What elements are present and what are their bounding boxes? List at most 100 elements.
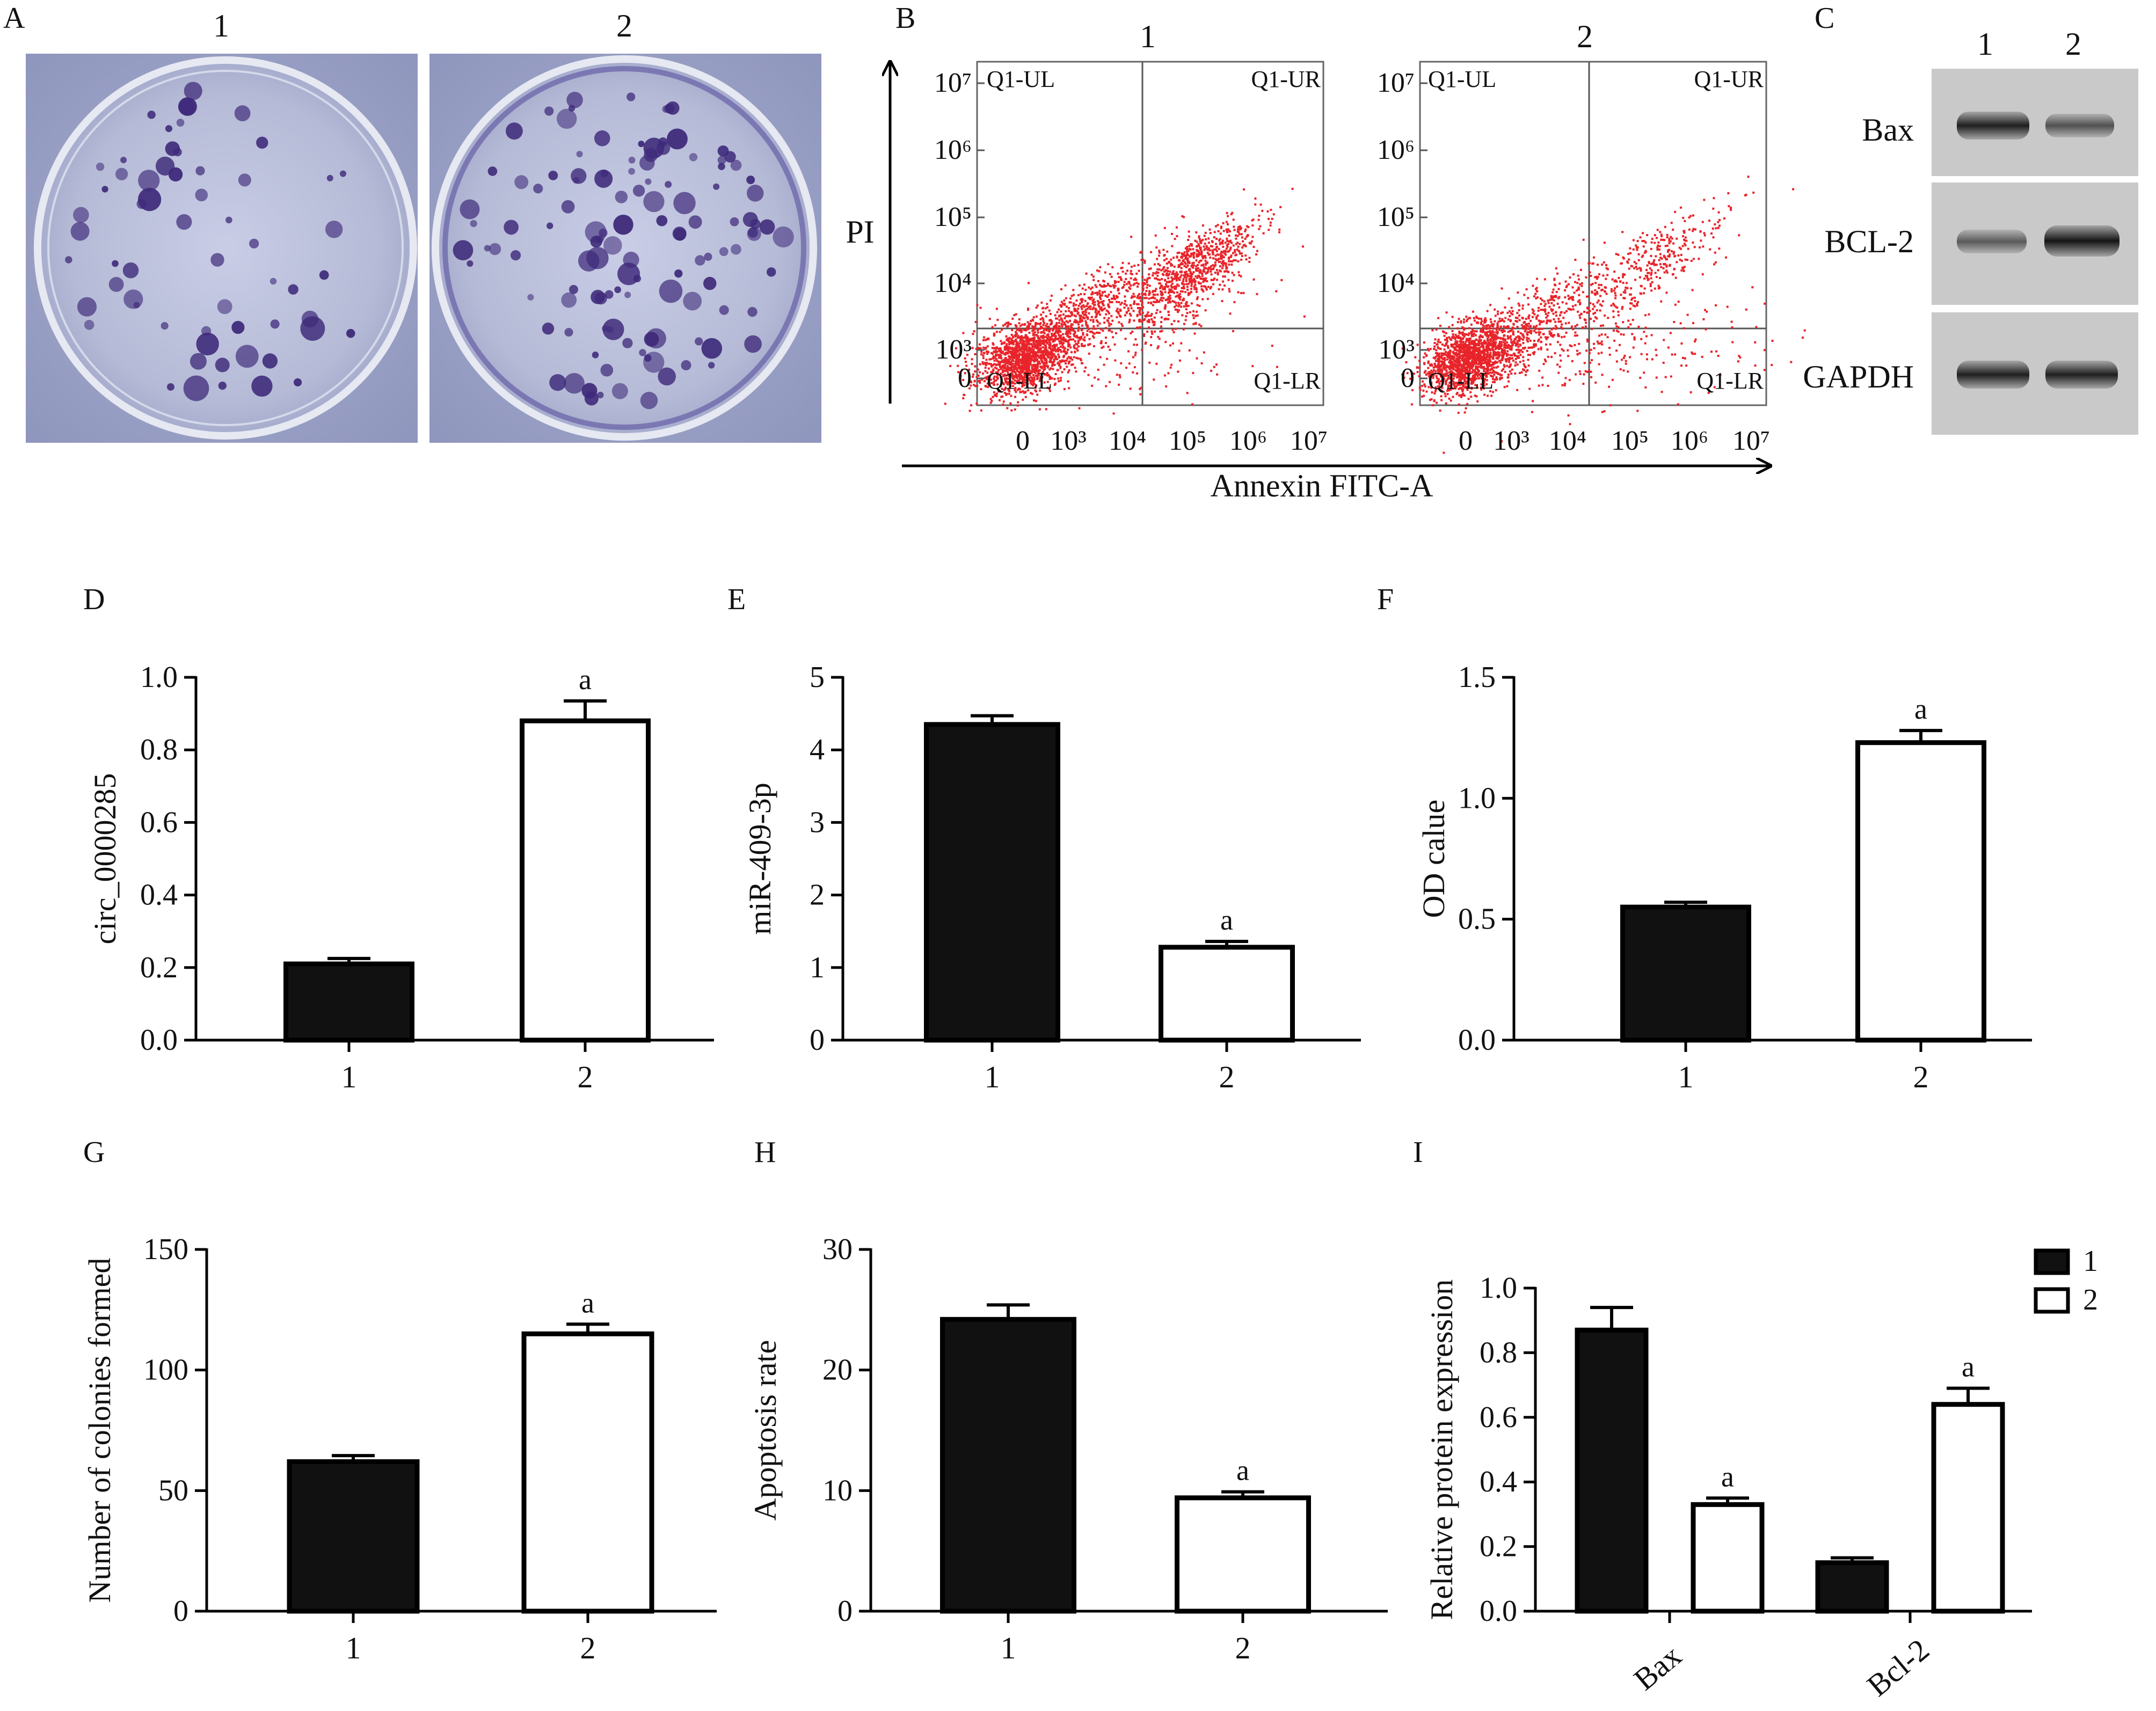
y-tick-label: 0.2 <box>140 951 178 984</box>
y-tick-label: 0.0 <box>1480 1595 1517 1628</box>
x-tick-label: 2 <box>578 1059 593 1094</box>
y-tick-label: 1.0 <box>1480 1271 1517 1305</box>
x-tick-label: Bcl-2 <box>1860 1632 1935 1703</box>
legend-swatch <box>2034 1248 2070 1275</box>
panel-c: C 1 2 Bax BCL-2 GAPDH <box>1803 2 2138 435</box>
y-tick-label: 0 <box>173 1595 188 1628</box>
y-tick-label: 1 <box>810 951 825 984</box>
x-tick-label: 2 <box>580 1630 596 1665</box>
chart-d: D 0.0 0.2 0.4 0.6 0.8 1.0 circ_0000285 1 a 2 <box>83 583 714 1094</box>
legend-label: 2 <box>2083 1283 2098 1317</box>
panel-b-letter: B <box>895 2 915 35</box>
error-bar <box>1205 940 1248 947</box>
dish-2-image <box>429 54 821 443</box>
bar <box>1691 1502 1765 1614</box>
x-tick-label: 1 <box>341 1059 357 1094</box>
panel-c-lane-2: 2 <box>2065 26 2081 62</box>
y-tick-label: 0.0 <box>140 1023 178 1057</box>
flow-y-tick-label: 10⁴ <box>1377 268 1415 298</box>
flow-y-tick-label: 10⁵ <box>1377 202 1415 232</box>
flow-x-tick-label: 10³ <box>1050 426 1087 456</box>
quadrant-ul-1: Q1-UL <box>987 66 1055 92</box>
chart-e: E 0 1 2 3 4 5 miR-409-3p 1 a 2 <box>727 583 1361 1094</box>
bar <box>287 1459 420 1614</box>
error-bar <box>332 1454 375 1462</box>
flow-y-tick-label: 10⁶ <box>1377 135 1415 165</box>
error-bar <box>1221 1490 1264 1498</box>
panel-b-lane-1: 1 <box>1140 19 1156 54</box>
significance-label: a <box>579 663 592 696</box>
flow-x-tick-label: 0 <box>1016 426 1030 456</box>
y-tick-label: 100 <box>143 1354 188 1387</box>
panel-a: A 1 2 <box>3 2 821 443</box>
legend-label: 1 <box>2083 1245 2098 1278</box>
error-bar <box>327 956 370 964</box>
panel-a-lane-2: 2 <box>616 8 632 43</box>
flow-plot-2: Q1-UL Q1-UR Q1-LL Q1-LR 10⁷10⁶10⁵10⁴10³0… <box>1377 61 1806 456</box>
flow-y-tick-label: 10⁴ <box>934 268 972 298</box>
legend-swatch <box>2034 1287 2070 1314</box>
y-axis-label: Relative protein expression <box>1424 1279 1459 1620</box>
blot-strip-bax <box>1932 69 2138 176</box>
error-bar <box>1664 901 1707 908</box>
flow-plot-1: Q1-UL Q1-UR Q1-LL Q1-LR 10⁷10⁶10⁵10⁴10³0… <box>934 61 1328 456</box>
panel-letter: G <box>83 1136 105 1169</box>
band-gapdh-lane-1 <box>1957 361 2029 389</box>
y-tick-label: 0.5 <box>1458 903 1496 936</box>
flow-y-tick-label: 0 <box>958 363 972 393</box>
y-tick-label: 20 <box>822 1354 853 1387</box>
significance-label: a <box>1721 1460 1734 1493</box>
bar <box>940 1317 1076 1614</box>
panel-b-lane-2: 2 <box>1577 19 1593 54</box>
quadrant-ur-2: Q1-UR <box>1694 66 1764 92</box>
band-bcl2-lane-2 <box>2044 225 2119 257</box>
blot-label-gapdh: GAPDH <box>1803 359 1914 394</box>
x-tick-label: 2 <box>1913 1059 1929 1094</box>
error-bar <box>987 1303 1030 1320</box>
flow-x-tick-label: 10⁴ <box>1549 426 1586 456</box>
chart-g: G 0 50 100 150 Number of colonies formed 1 a 2 <box>82 1136 717 1665</box>
y-tick-label: 0.4 <box>1480 1465 1517 1498</box>
flow-x-tick-label: 10³ <box>1493 426 1529 456</box>
panel-letter: E <box>727 583 746 616</box>
x-tick-label: 1 <box>346 1630 361 1665</box>
panel-letter: D <box>83 583 105 616</box>
panel-letter: F <box>1377 583 1394 616</box>
annexin-axis-label: Annexin FITC-A <box>1211 468 1433 503</box>
flow-y-tick-label: 10³ <box>1378 334 1415 365</box>
panel-a-lane-1: 1 <box>213 8 229 43</box>
blot-label-bcl2: BCL-2 <box>1824 224 1914 259</box>
y-tick-label: 1.5 <box>1458 661 1496 694</box>
flow-x-tick-label: 10⁷ <box>1732 426 1770 456</box>
error-bar <box>1947 1386 1990 1405</box>
quadrant-ur-1: Q1-UR <box>1251 66 1321 92</box>
y-tick-label: 0.4 <box>140 879 178 912</box>
flow-y-tick-label: 10⁷ <box>934 68 972 98</box>
significance-label: a <box>1962 1351 1975 1383</box>
bar <box>1931 1402 2005 1614</box>
significance-label: a <box>1220 904 1233 936</box>
flow-plot-2-x-ticks: 0 10³ 10⁴ 10⁵ 10⁶ 10⁷ <box>1459 426 1770 456</box>
bar <box>521 1331 654 1614</box>
quadrant-ll-1: Q1-LL <box>987 368 1052 394</box>
flow-y-tick-label: 10⁵ <box>934 202 972 232</box>
flow-x-tick-label: 10⁵ <box>1611 426 1649 456</box>
y-axis-label: Apoptosis rate <box>748 1340 783 1521</box>
panel-letter: I <box>1413 1136 1423 1169</box>
bar <box>1159 945 1295 1043</box>
y-tick-label: 0.8 <box>140 733 178 766</box>
y-tick-label: 0.0 <box>1458 1023 1496 1057</box>
y-tick-label: 0.6 <box>1480 1401 1517 1434</box>
chart-f: F 0.0 0.5 1.0 1.5 OD calue 1 a 2 <box>1377 583 2032 1094</box>
error-bar <box>1831 1556 1874 1563</box>
error-bar <box>564 699 607 721</box>
y-tick-label: 0 <box>837 1595 853 1628</box>
x-tick-label: 1 <box>1678 1059 1694 1094</box>
y-tick-label: 0.8 <box>1480 1336 1517 1369</box>
panel-b: B 1 2 PI Annexin FITC-A Q1-UL Q1-UR Q1-L… <box>846 2 1806 503</box>
significance-label: a <box>1914 693 1927 725</box>
y-tick-label: 3 <box>810 806 825 839</box>
chart-h: H 0 10 20 30 Apoptosis rate 1 a 2 <box>748 1136 1388 1665</box>
